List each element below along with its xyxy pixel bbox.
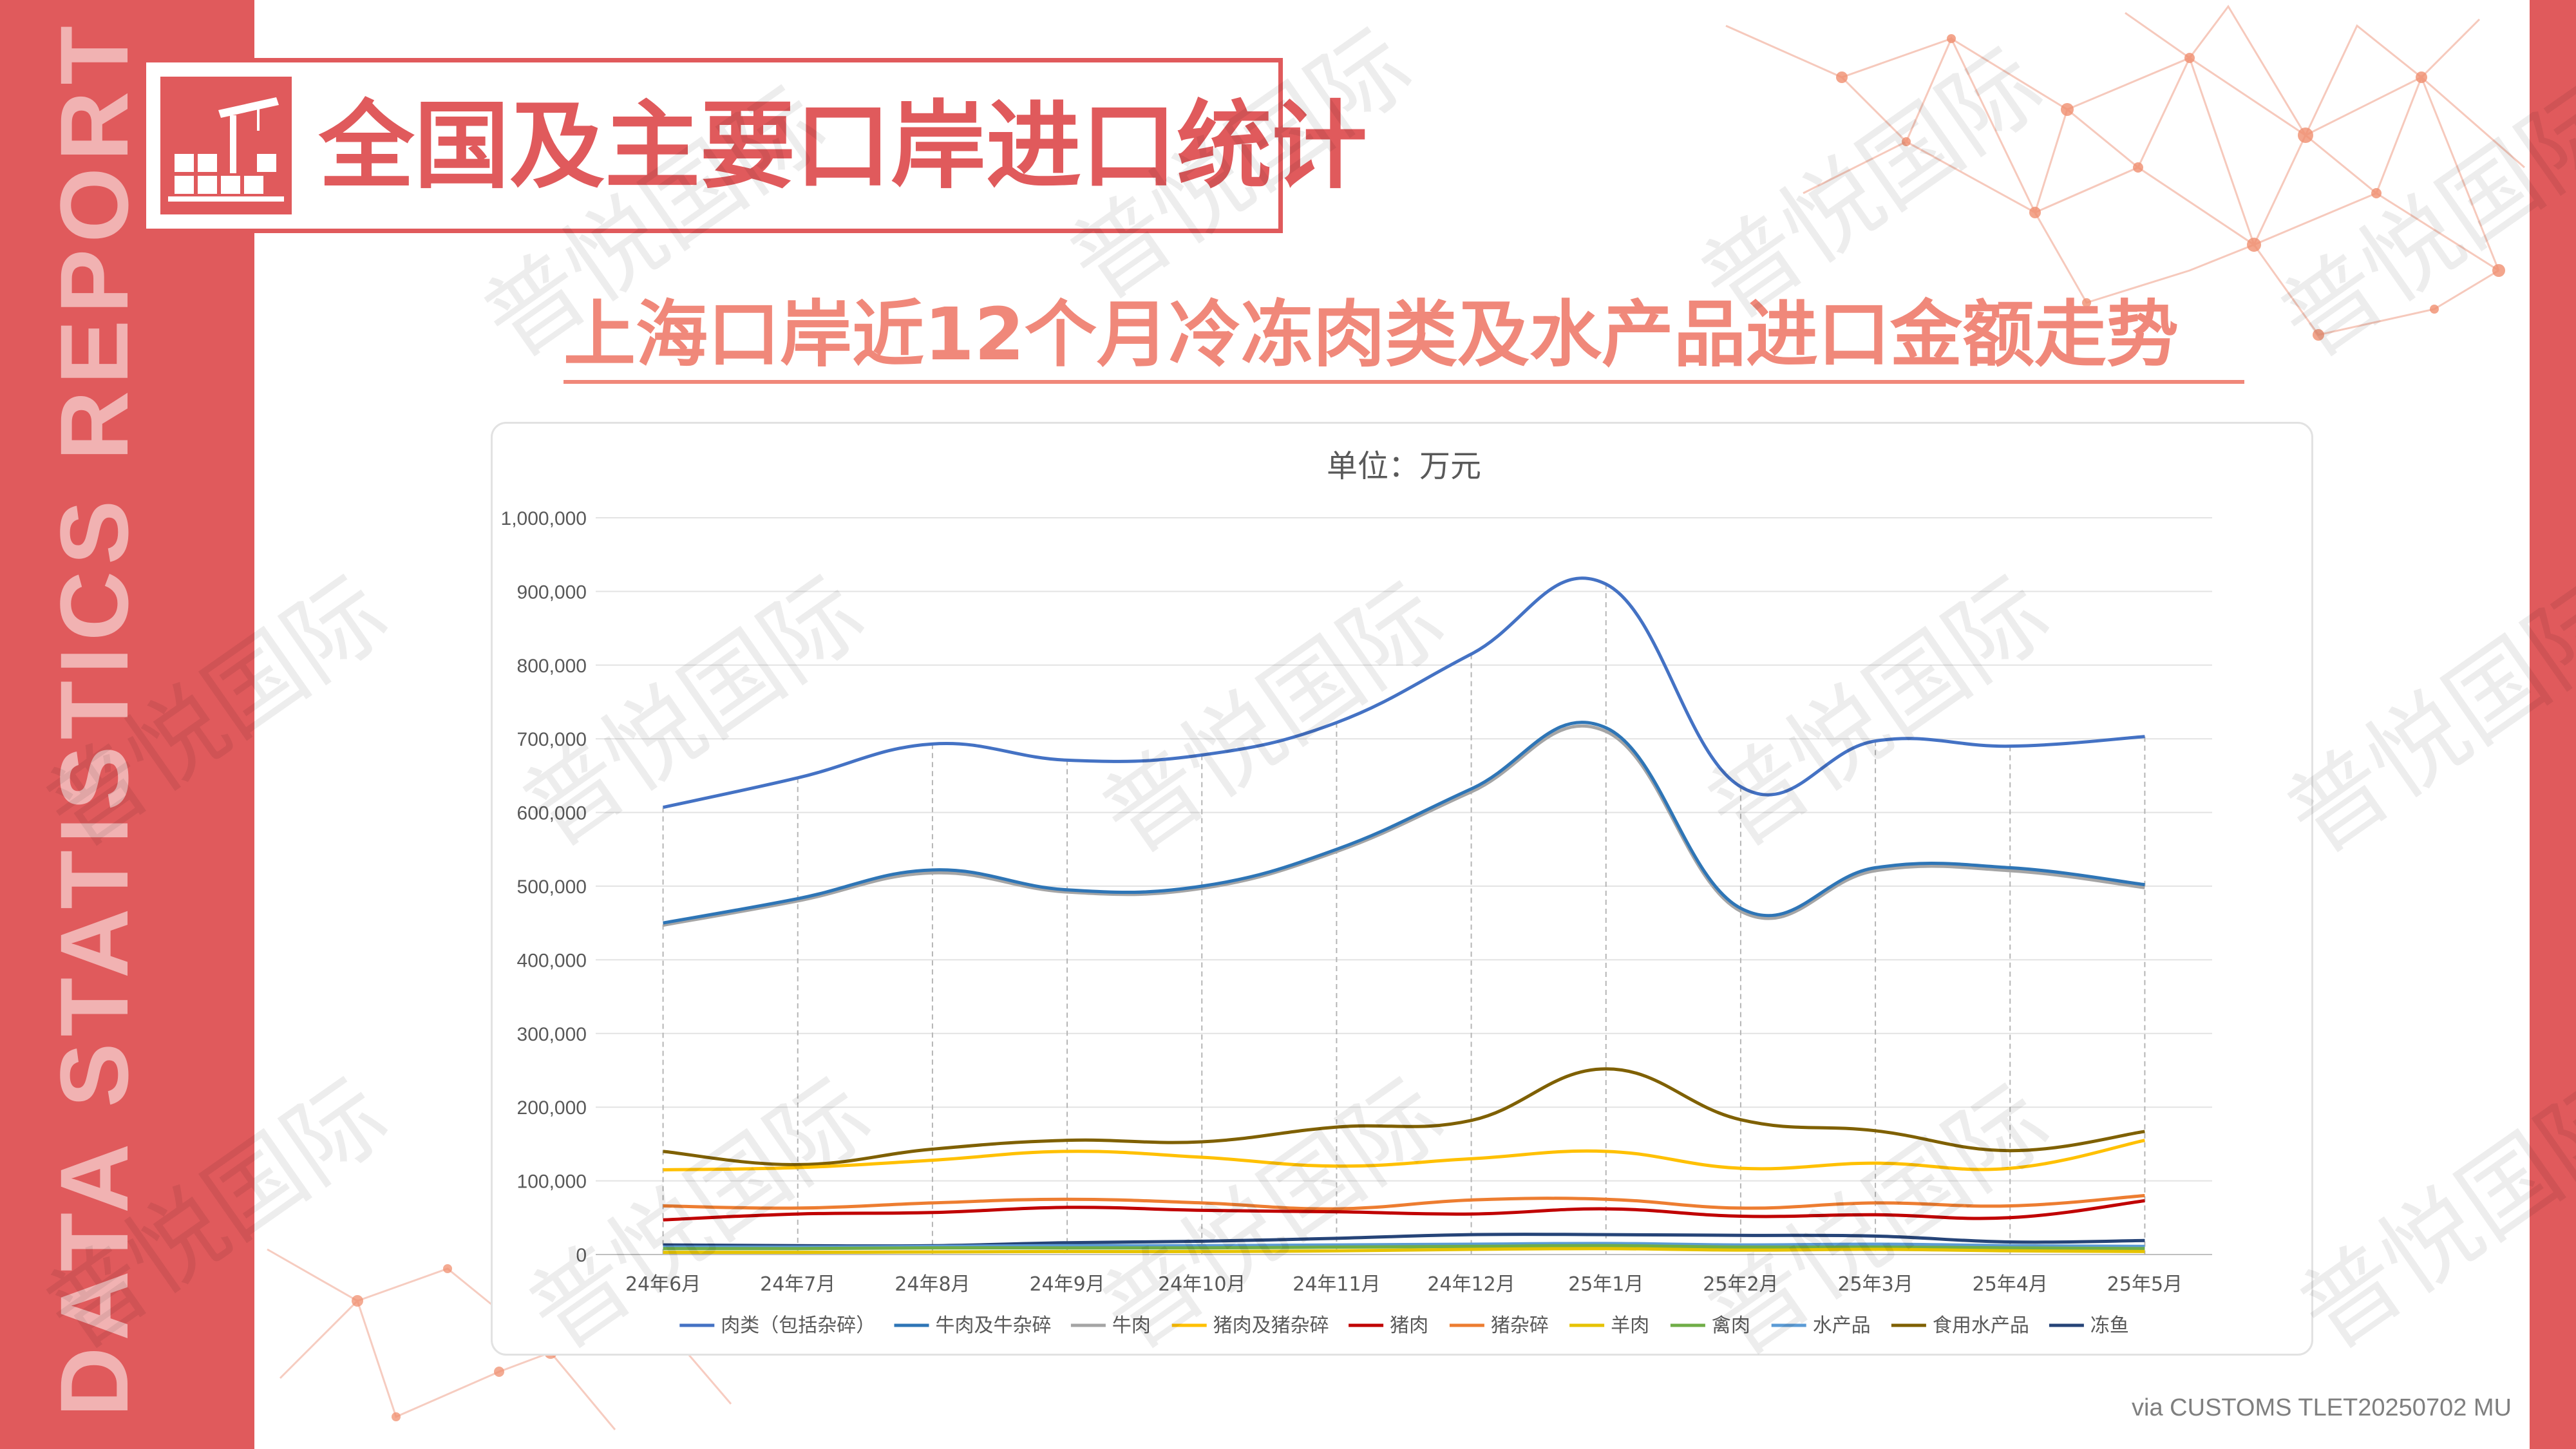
- legend-label: 羊肉: [1611, 1314, 1649, 1337]
- source-note: via CUSTOMS TLET20250702 MU: [2132, 1394, 2512, 1421]
- network-decoration: [1725, 5, 2525, 341]
- x-tick-label: 24年7月: [760, 1273, 835, 1296]
- legend-item: 牛肉: [1070, 1314, 1151, 1337]
- legend-label: 冻鱼: [2090, 1314, 2129, 1337]
- x-tick-label: 25年4月: [1973, 1273, 2048, 1296]
- x-tick-label: 24年8月: [895, 1273, 970, 1296]
- legend-item: 水产品: [1771, 1314, 1871, 1337]
- y-tick-label: 800,000: [517, 656, 587, 677]
- series-line: [663, 721, 2145, 925]
- legend-label: 牛肉及牛杂碎: [936, 1314, 1052, 1337]
- legend-item: 肉类（包括杂碎）: [679, 1314, 875, 1337]
- legend-item: 冻鱼: [2049, 1314, 2129, 1337]
- legend-label: 水产品: [1813, 1314, 1871, 1337]
- x-tick-label: 25年1月: [1568, 1273, 1643, 1296]
- header-box: 全国及主要口岸进口统计: [142, 58, 1367, 233]
- legend-label: 猪肉: [1390, 1314, 1428, 1337]
- page-title: 全国及主要口岸进口统计: [319, 91, 1367, 202]
- chart-title: 单位：万元: [1327, 448, 1481, 484]
- y-tick-label: 500,000: [517, 876, 587, 898]
- y-tick-label: 900,000: [517, 582, 587, 603]
- x-tick-label: 25年5月: [2107, 1273, 2183, 1296]
- y-tick-label: 100,000: [517, 1171, 587, 1193]
- x-tick-label: 24年9月: [1029, 1273, 1104, 1296]
- y-tick-label: 1,000,000: [501, 508, 587, 529]
- legend-label: 牛肉: [1112, 1314, 1151, 1337]
- x-tick-label: 25年2月: [1703, 1273, 1778, 1296]
- x-tick-label: 24年10月: [1158, 1273, 1245, 1296]
- left-decorative-band: DATA STATISTICS REPORT: [0, 0, 254, 1449]
- legend-label: 猪杂碎: [1491, 1314, 1549, 1337]
- right-decorative-band: [2530, 0, 2576, 1449]
- legend-label: 禽肉: [1712, 1314, 1750, 1337]
- chart-subtitle: 上海口岸近12个月冷冻肉类及水产品进口金额走势: [564, 293, 2179, 377]
- y-tick-label: 0: [576, 1245, 587, 1266]
- y-tick-label: 200,000: [517, 1097, 587, 1119]
- legend-label: 猪肉及猪杂碎: [1213, 1314, 1329, 1337]
- series-line: [663, 724, 2145, 927]
- series-line: [663, 576, 2145, 810]
- legend-item: 羊肉: [1569, 1314, 1649, 1337]
- legend-item: 猪肉: [1349, 1314, 1428, 1337]
- line-chart: 单位：万元 0 100,000 200,000 300,000 400,000 500,00…: [501, 448, 2212, 1337]
- series-line: [663, 1199, 2145, 1222]
- x-tick-label: 24年6月: [625, 1273, 701, 1296]
- x-tick-label: 24年11月: [1293, 1273, 1380, 1296]
- x-tick-label: 24年12月: [1427, 1273, 1515, 1296]
- x-tick-label: 25年3月: [1837, 1273, 1913, 1296]
- legend-item: 猪肉及猪杂碎: [1171, 1314, 1329, 1337]
- y-tick-label: 400,000: [517, 950, 587, 971]
- subtitle-underline: [564, 380, 2244, 384]
- legend-item: 牛肉及牛杂碎: [894, 1314, 1052, 1337]
- series-line: [663, 1247, 2145, 1255]
- chart-card: 单位：万元 0 100,000 200,000 300,000 400,000 500,00…: [491, 422, 2313, 1356]
- port-crane-icon: [160, 77, 292, 214]
- legend-label: 肉类（包括杂碎）: [721, 1314, 875, 1337]
- y-tick-label: 600,000: [517, 803, 587, 824]
- y-tick-label: 300,000: [517, 1024, 587, 1045]
- series-line: [663, 1139, 2145, 1171]
- legend-label: 食用水产品: [1933, 1314, 2029, 1337]
- series-line: [663, 1244, 2145, 1251]
- legend-item: 食用水产品: [1891, 1314, 2029, 1337]
- side-label: DATA STATISTICS REPORT: [40, 19, 148, 1417]
- series-line: [663, 1193, 2145, 1211]
- y-tick-label: 700,000: [517, 729, 587, 750]
- series-line: [663, 1067, 2145, 1166]
- legend-item: 猪杂碎: [1449, 1314, 1549, 1337]
- legend-item: 禽肉: [1670, 1314, 1750, 1337]
